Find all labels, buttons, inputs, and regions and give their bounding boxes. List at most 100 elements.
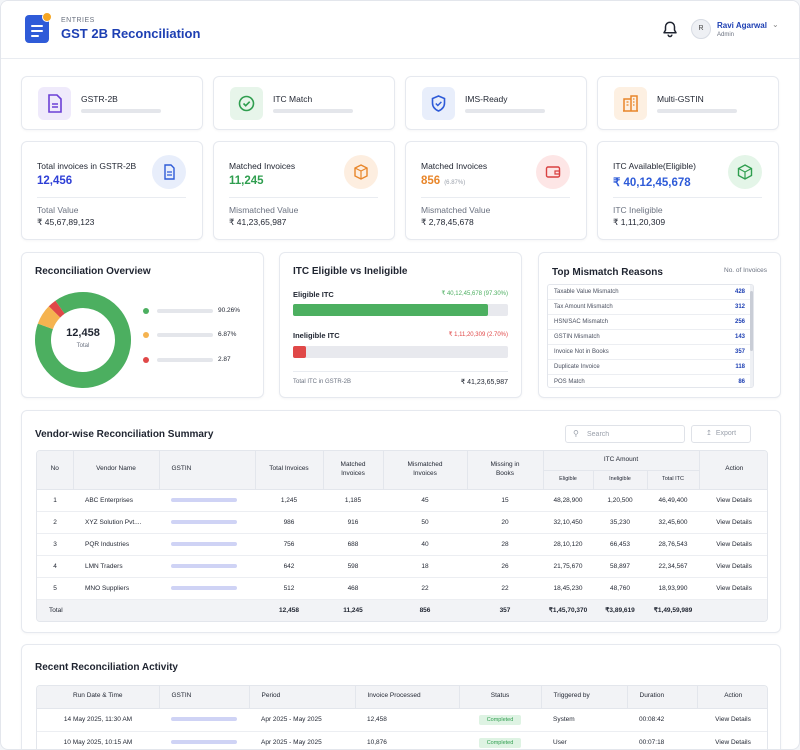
divider xyxy=(421,197,570,198)
total-eligible: ₹1,45,70,370 xyxy=(543,599,593,621)
search-box[interactable]: ⚲ xyxy=(565,425,685,443)
total-itc-label: Total ITC in GSTR-2B xyxy=(293,379,352,385)
reason-count: 256 xyxy=(734,319,745,325)
feature-card-itc-match[interactable]: ITC Match xyxy=(213,76,395,130)
scrollbar[interactable] xyxy=(750,285,753,387)
view-details-link[interactable]: View Details xyxy=(699,577,767,600)
reconciliation-overview-panel: Reconciliation Overview 12,458 Total 90.… xyxy=(21,252,264,398)
stat-sublabel: ITC Ineligible xyxy=(613,205,663,215)
stat-card-total-invoices: Total invoices in GSTR-2B 12,456 Total V… xyxy=(21,141,203,240)
stat-value-number: 856 xyxy=(421,175,441,187)
view-details-link[interactable]: View Details xyxy=(699,533,767,556)
list-item[interactable]: Taxable Value Mismatch 428 xyxy=(548,285,753,300)
divider xyxy=(229,197,378,198)
bell-icon[interactable] xyxy=(661,20,679,38)
legend-dot xyxy=(143,332,149,338)
search-input[interactable] xyxy=(587,428,681,441)
search-icon: ⚲ xyxy=(573,429,579,438)
cell-total: 986 xyxy=(255,511,323,534)
reason-count: 118 xyxy=(735,364,745,370)
feature-card-multi-gstin[interactable]: Multi-GSTIN xyxy=(597,76,779,130)
cell-ineligible: 48,760 xyxy=(593,577,647,600)
user-name[interactable]: Ravi Agarwal xyxy=(717,21,767,30)
chevron-down-icon[interactable]: ⌄ xyxy=(772,20,779,29)
divider xyxy=(293,371,508,372)
legend-value: 2.87 xyxy=(218,356,231,363)
breadcrumb[interactable]: ENTRIES xyxy=(61,17,95,24)
gstin-placeholder xyxy=(171,740,237,745)
cube-icon xyxy=(728,155,762,189)
table-row: 2 XYZ Solution Pvt.... 986 916 50 20 32,… xyxy=(37,511,767,534)
gstin-placeholder xyxy=(171,541,237,546)
cell-matched: 916 xyxy=(323,511,383,534)
cell-total-itc: 46,49,400 xyxy=(647,489,700,512)
view-details-link[interactable]: View Details xyxy=(697,708,767,732)
stat-label: Total invoices in GSTR-2B xyxy=(37,161,137,171)
cell-total: 642 xyxy=(255,555,323,578)
ineligible-itc-bar-fill xyxy=(293,346,306,358)
document-icon xyxy=(38,87,71,120)
reason-name: Tax Amount Mismatch xyxy=(554,304,613,310)
table-row: 14 May 2025, 11:30 AM Apr 2025 - May 202… xyxy=(37,708,767,732)
list-item[interactable]: Invoice Not in Books 357 xyxy=(548,345,753,360)
col-header-no: No xyxy=(37,451,74,490)
ineligible-itc-amount: ₹ 1,11,20,309 (2.70%) xyxy=(448,332,508,338)
stat-value: 12,456 xyxy=(37,175,73,187)
column-label: No. of Invoices xyxy=(724,267,767,274)
gstin-placeholder xyxy=(171,717,237,722)
avatar[interactable]: R xyxy=(691,19,711,39)
stat-label: ITC Available(Eligible) xyxy=(613,161,696,171)
cell-missing: 28 xyxy=(467,533,543,556)
cell-total: 756 xyxy=(255,533,323,556)
divider xyxy=(37,197,186,198)
reason-name: Invoice Not in Books xyxy=(554,349,609,355)
gstin-placeholder xyxy=(171,497,237,502)
table-row: 1 ABC Enterprises 1,245 1,185 45 15 48,2… xyxy=(37,489,767,512)
cell-status: Completed xyxy=(459,731,541,749)
cell-gstin xyxy=(159,708,249,732)
reason-name: POS Match xyxy=(554,379,585,385)
list-item[interactable]: HSN/SAC Mismatch 256 xyxy=(548,315,753,330)
cell-total-itc: 32,45,600 xyxy=(647,511,700,534)
cell-period: Apr 2025 - May 2025 xyxy=(249,731,355,749)
col-header-total-itc: Total ITC xyxy=(647,470,700,490)
divider xyxy=(613,197,762,198)
cell-eligible: 32,10,450 xyxy=(543,511,593,534)
table-row: 10 May 2025, 10:15 AM Apr 2025 - May 202… xyxy=(37,731,767,749)
cell-eligible: 21,75,670 xyxy=(543,555,593,578)
total-itc: ₹1,49,59,989 xyxy=(647,599,700,621)
reason-name: Taxable Value Mismatch xyxy=(554,289,619,295)
cell-no: 1 xyxy=(37,489,73,512)
scrollbar-thumb[interactable] xyxy=(750,291,753,351)
stat-card-itc-available: ITC Available(Eligible) ₹ 40,12,45,678 I… xyxy=(597,141,779,240)
cell-ineligible: 1,20,500 xyxy=(593,489,647,512)
legend-dot xyxy=(143,357,149,363)
box-icon xyxy=(344,155,378,189)
view-details-link[interactable]: View Details xyxy=(699,511,767,534)
total-label: Total xyxy=(37,599,255,621)
list-item[interactable]: Tax Amount Mismatch 312 xyxy=(548,300,753,315)
view-details-link[interactable]: View Details xyxy=(697,731,767,749)
total-itc-value: ₹ 41,23,65,987 xyxy=(460,379,508,386)
feature-placeholder-bar xyxy=(465,109,545,113)
panel-title: Recent Reconciliation Activity xyxy=(35,662,178,673)
list-item[interactable]: Duplicate Invoice 118 xyxy=(548,360,753,375)
list-item[interactable]: POS Match 86 xyxy=(548,375,753,387)
legend-value: 6.87% xyxy=(218,331,237,338)
reason-name: GSTIN Mismatch xyxy=(554,334,600,340)
feature-card-ims-ready[interactable]: IMS-Ready xyxy=(405,76,587,130)
donut-chart xyxy=(35,292,131,388)
reason-name: HSN/SAC Mismatch xyxy=(554,319,609,325)
status-badge: Completed xyxy=(478,714,522,725)
list-item[interactable]: GSTIN Mismatch 143 xyxy=(548,330,753,345)
cell-missing: 20 xyxy=(467,511,543,534)
mismatch-list[interactable]: Taxable Value Mismatch 428 Tax Amount Mis… xyxy=(547,284,754,388)
view-details-link[interactable]: View Details xyxy=(699,555,767,578)
cell-matched: 1,185 xyxy=(323,489,383,512)
donut-center xyxy=(51,308,115,372)
wallet-icon xyxy=(536,155,570,189)
export-button[interactable]: ↥ Export xyxy=(691,425,751,443)
cell-total: 512 xyxy=(255,577,323,600)
view-details-link[interactable]: View Details xyxy=(699,489,767,512)
feature-card-gstr2b[interactable]: GSTR-2B xyxy=(21,76,203,130)
